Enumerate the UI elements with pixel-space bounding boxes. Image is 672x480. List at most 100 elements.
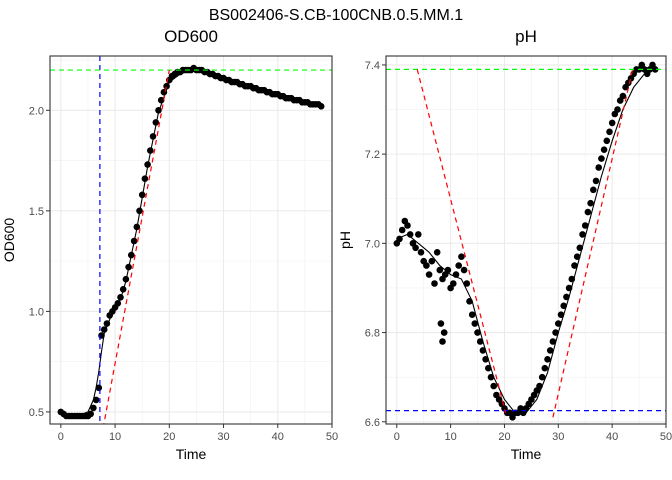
- data-point: [436, 266, 444, 274]
- data-point: [119, 286, 127, 293]
- data-point: [92, 396, 100, 404]
- x-tick-label: 30: [552, 431, 564, 443]
- data-point: [415, 231, 422, 238]
- data-point: [396, 235, 403, 243]
- panel-border: [49, 55, 333, 425]
- data-point: [576, 244, 584, 252]
- panel-border: [385, 55, 667, 425]
- y-axis-label: pH: [337, 231, 353, 249]
- tangent-line: [552, 69, 634, 418]
- data-point: [600, 146, 608, 153]
- tangent-line: [103, 69, 170, 424]
- data-point: [133, 223, 141, 231]
- data-point: [114, 300, 122, 307]
- x-tick-label: 20: [163, 431, 175, 443]
- data-point: [485, 364, 492, 372]
- data-point: [149, 133, 157, 140]
- panel-ph: 0 10 20 30 40 50 6.6 6.8 7.0 7.2 7.4 pH Time pH: [337, 27, 672, 462]
- data-point: [590, 186, 597, 194]
- y-tick-label: 2.0: [29, 105, 44, 117]
- y-tick-label: 1.0: [29, 306, 44, 318]
- x-tick-label: 0: [394, 431, 400, 443]
- data-point: [490, 382, 498, 390]
- data-point: [428, 257, 436, 265]
- data-point: [476, 338, 484, 345]
- data-point: [157, 96, 165, 104]
- data-point: [128, 251, 135, 259]
- data-point: [579, 231, 586, 238]
- data-point: [584, 208, 592, 216]
- y-tick-label: 1.5: [29, 206, 44, 218]
- x-tick-label: 30: [217, 431, 229, 443]
- data-point: [398, 226, 406, 234]
- data-point: [595, 164, 602, 171]
- data-point: [122, 275, 130, 283]
- panel-od600: 0 10 20 30 40 50 0.5 1.0 1.5 2.0 OD600 Time OD600: [1, 27, 338, 462]
- data-point: [117, 294, 124, 301]
- x-tick-label: 20: [498, 431, 510, 443]
- data-point: [147, 147, 154, 154]
- data-point: [549, 338, 557, 345]
- data-point: [103, 320, 111, 327]
- data-point: [563, 293, 570, 301]
- data-point: [536, 382, 543, 390]
- data-point: [87, 410, 94, 418]
- data-point: [138, 191, 146, 199]
- data-point: [130, 237, 138, 245]
- x-tick-label: 0: [58, 431, 64, 443]
- data-point: [144, 161, 151, 168]
- panel-title-od600: OD600: [164, 27, 218, 46]
- data-point: [581, 222, 589, 229]
- x-tick-label: 10: [444, 431, 456, 443]
- x-tick-label: 50: [326, 431, 338, 443]
- data-point: [598, 155, 605, 162]
- data-point: [466, 298, 473, 305]
- data-point: [440, 329, 448, 336]
- data-point: [546, 347, 554, 354]
- data-point: [608, 119, 616, 127]
- panel-title-ph: pH: [515, 27, 537, 46]
- figure-title: BS002406-S.CB-100CNB.0.5.MM.1: [209, 7, 463, 24]
- data-point: [460, 266, 468, 274]
- data-point: [458, 253, 465, 260]
- y-tick-label: 7.4: [365, 60, 380, 72]
- data-point: [614, 106, 621, 113]
- data-point: [471, 320, 479, 327]
- data-point: [444, 266, 452, 274]
- data-point: [541, 364, 549, 372]
- data-point: [417, 249, 425, 256]
- data-point: [452, 271, 460, 278]
- x-tick-label: 40: [606, 431, 618, 443]
- y-tick-label: 6.6: [365, 417, 380, 429]
- panel-background: [50, 56, 332, 424]
- x-tick-label: 50: [660, 431, 672, 443]
- data-point: [437, 320, 445, 327]
- plot-area: [50, 56, 332, 424]
- data-point: [538, 373, 546, 381]
- x-axis-label: Time: [511, 446, 542, 462]
- data-point: [425, 271, 433, 278]
- data-point: [463, 280, 471, 287]
- data-point: [412, 244, 419, 252]
- data-point: [555, 320, 562, 327]
- data-point: [404, 222, 411, 229]
- data-point: [136, 207, 143, 215]
- x-tick-label: 40: [272, 431, 284, 443]
- data-point: [619, 92, 627, 100]
- data-point: [587, 199, 594, 207]
- data-point: [474, 329, 481, 336]
- data-point: [482, 356, 489, 363]
- data-point: [592, 177, 600, 185]
- data-point: [651, 66, 659, 73]
- data-point: [552, 329, 559, 336]
- data-point: [406, 231, 414, 238]
- data-point: [479, 347, 487, 354]
- data-point: [152, 119, 160, 126]
- y-tick-label: 0.5: [29, 407, 44, 419]
- plot-area: [386, 61, 666, 421]
- y-axis-label: OD600: [1, 218, 17, 263]
- data-point: [431, 280, 438, 287]
- data-point: [141, 175, 149, 182]
- panel-background: [386, 56, 666, 424]
